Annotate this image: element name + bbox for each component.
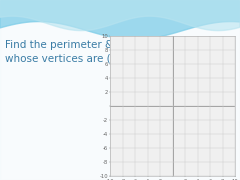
Text: Find the perimeter & area of the triangle
whose vertices are (6, 4), (3, 4), and: Find the perimeter & area of the triangl…	[5, 40, 226, 64]
